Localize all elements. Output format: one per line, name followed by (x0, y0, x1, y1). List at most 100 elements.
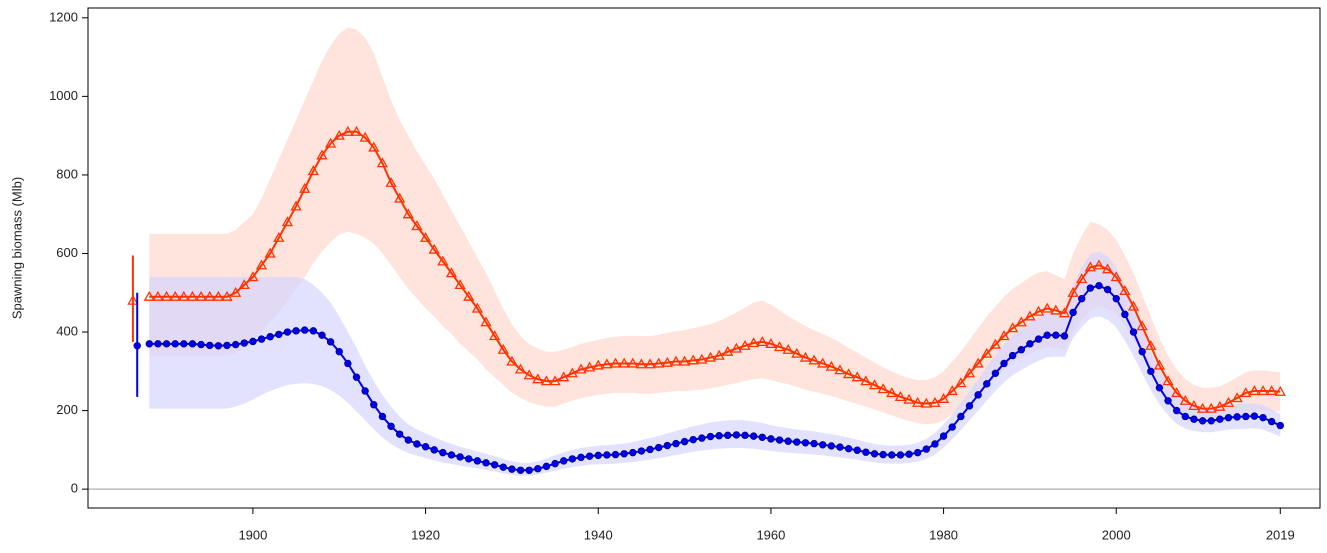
point-marker (1119, 284, 1131, 295)
point-marker (257, 335, 266, 343)
point-marker (1188, 400, 1200, 411)
point-marker (929, 396, 941, 407)
point-marker (627, 357, 639, 368)
y-axis-label: Spawning biomass (Mlb) (9, 177, 24, 319)
point-marker (463, 290, 475, 301)
point-marker (1026, 340, 1034, 348)
point-marker (206, 341, 214, 350)
point-marker (516, 466, 525, 474)
point-marker (428, 243, 440, 254)
point-marker (577, 453, 585, 462)
point-marker (549, 375, 561, 386)
point-marker (955, 377, 967, 388)
point-marker (186, 290, 199, 301)
point-marker (402, 208, 414, 219)
point-marker (264, 247, 276, 258)
point-marker (1069, 308, 1077, 317)
point-marker (758, 433, 766, 442)
point-marker (335, 347, 343, 356)
point-marker (514, 363, 527, 374)
point-marker (739, 339, 751, 350)
point-marker (318, 331, 326, 339)
point-marker (965, 402, 974, 410)
point-marker (324, 137, 337, 148)
point-marker (1008, 351, 1017, 360)
point-marker (583, 361, 596, 372)
y-tick-label: 400 (56, 323, 78, 338)
point-marker (903, 393, 915, 404)
point-marker (1024, 310, 1036, 321)
point-marker (292, 327, 300, 335)
point-marker (490, 461, 499, 469)
point-marker (1138, 347, 1146, 356)
point-marker (1103, 285, 1112, 294)
point-marker (1233, 413, 1241, 421)
point-marker (836, 443, 844, 451)
point-marker (385, 176, 397, 187)
point-marker (370, 401, 378, 409)
point-marker (1250, 412, 1259, 420)
point-marker (534, 465, 542, 473)
point-marker (1242, 412, 1250, 421)
point-marker (342, 125, 354, 136)
point-marker (290, 200, 302, 211)
point-marker (715, 432, 723, 440)
point-marker (1171, 387, 1183, 398)
point-marker (1267, 417, 1276, 426)
point-marker (1259, 413, 1267, 422)
point-marker (404, 436, 413, 444)
point-marker (445, 267, 458, 278)
point-marker (160, 290, 173, 301)
point-marker (972, 357, 984, 368)
point-marker (1102, 263, 1114, 274)
point-marker (1067, 286, 1079, 297)
point-marker (568, 455, 577, 463)
point-marker (473, 457, 482, 465)
point-marker (333, 129, 345, 140)
point-marker (663, 441, 672, 450)
point-marker (784, 437, 792, 445)
point-marker (387, 422, 395, 431)
point-marker (171, 340, 179, 348)
point-marker (687, 354, 699, 365)
point-marker (1078, 294, 1086, 303)
point-marker (704, 351, 717, 362)
point-marker (862, 448, 870, 456)
y-tick-label: 0 (71, 481, 78, 496)
point-marker (998, 330, 1010, 341)
point-marker (637, 447, 646, 455)
point-marker (696, 353, 708, 364)
point-marker (920, 397, 932, 408)
point-marker (724, 431, 732, 440)
point-marker (169, 290, 181, 301)
point-marker (1095, 281, 1103, 290)
point-marker (793, 438, 801, 446)
point-marker (411, 220, 423, 231)
point-marker (689, 435, 697, 444)
point-marker (748, 337, 760, 348)
point-marker (180, 340, 188, 348)
point-marker (913, 448, 922, 457)
point-marker (238, 279, 250, 290)
point-marker (558, 371, 570, 382)
point-marker (670, 355, 682, 366)
point-marker (212, 290, 224, 301)
point-marker (765, 337, 777, 348)
point-marker (957, 412, 965, 421)
point-marker (316, 149, 328, 160)
point-marker (178, 290, 190, 301)
point-marker (1052, 331, 1060, 339)
point-marker (359, 131, 371, 142)
point-marker (868, 379, 881, 390)
point-marker (775, 436, 784, 444)
point-marker (499, 463, 507, 471)
point-marker (482, 459, 490, 467)
point-marker (301, 326, 309, 334)
point-marker (1017, 346, 1025, 354)
point-marker (1000, 359, 1008, 368)
point-marker (421, 443, 430, 451)
point-marker (1041, 302, 1053, 313)
point-marker (394, 192, 406, 203)
point-marker (465, 455, 473, 463)
